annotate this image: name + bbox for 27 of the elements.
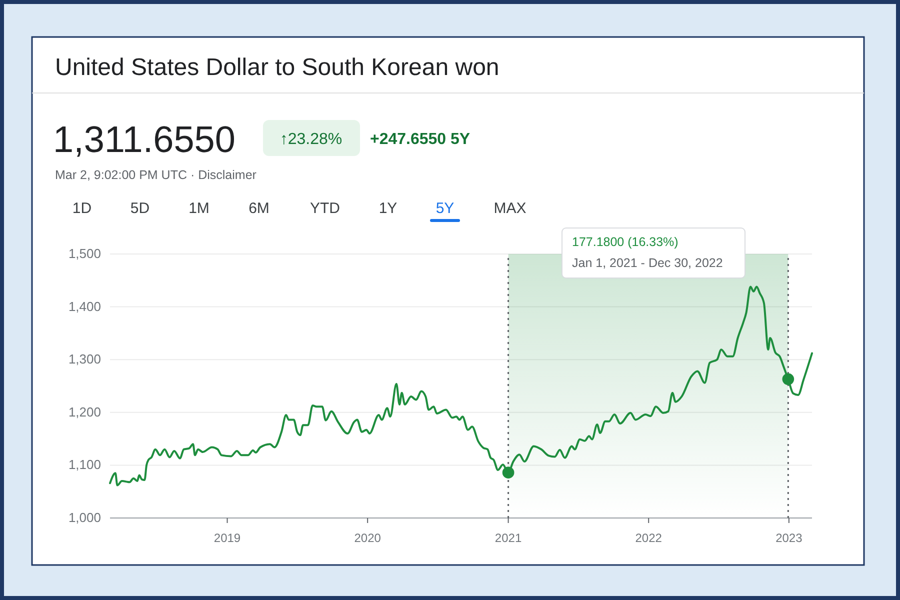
x-tick-label: 2019 [214, 531, 241, 545]
x-tick-label: 2020 [354, 531, 382, 545]
y-tick-label: 1,100 [68, 457, 101, 472]
text: Mar 2, 9:02:00 PM UTC · Disclaimer [55, 168, 256, 182]
text: 177.1800 (16.33%) [572, 235, 678, 249]
y-tick-label: 1,400 [68, 298, 101, 314]
text: 5D [130, 200, 150, 217]
y-tick-label: 1,500 [68, 246, 101, 261]
text: 1M [188, 200, 210, 217]
line-series [109, 286, 813, 486]
y-tick-label: 1,200 [68, 404, 101, 420]
text: 1,311.6550 [53, 119, 236, 160]
text: 1Y [378, 200, 398, 217]
y-tick-label: 1,300 [68, 352, 101, 367]
y-tick-label: 1,000 [68, 510, 101, 525]
text: MAX [494, 200, 526, 217]
x-tick-label: 2021 [494, 531, 522, 545]
text: 6M [248, 200, 270, 217]
text: +247.6550 5Y [370, 131, 470, 148]
chart-title: United States Dollar to South Korean won [55, 54, 500, 81]
text: 1D [72, 200, 92, 217]
annotation: Jan 1, 2021 - Dec 30, 2022 [572, 256, 723, 270]
text: YTD [310, 200, 340, 217]
x-tick-label: 2022 [635, 531, 662, 545]
text: ↑23.28% [280, 131, 342, 148]
text: 5Y [436, 200, 454, 217]
x-tick-label: 2023 [776, 531, 803, 545]
